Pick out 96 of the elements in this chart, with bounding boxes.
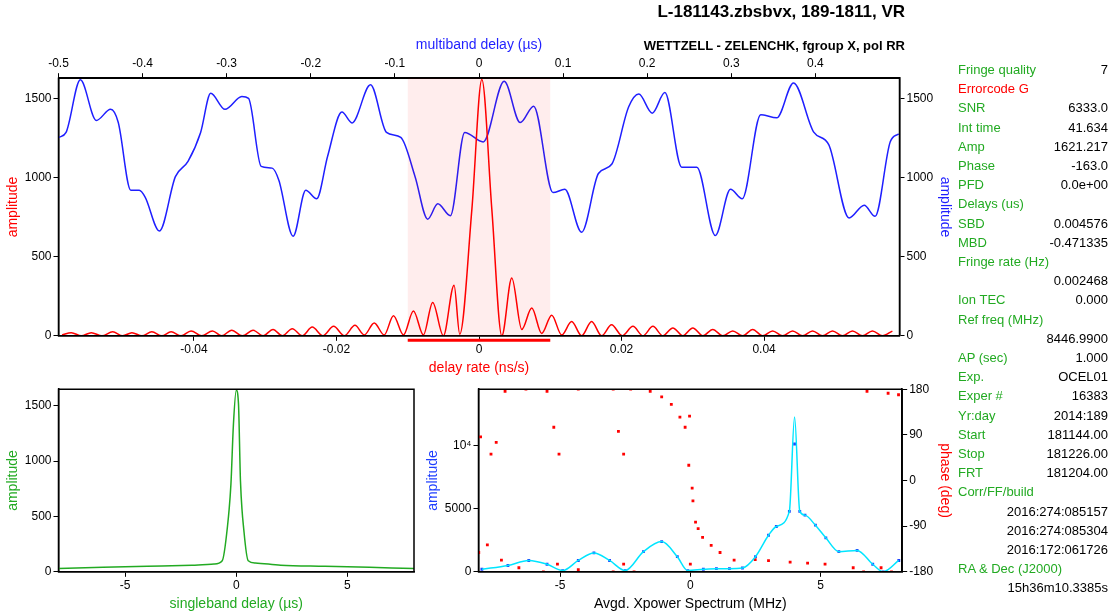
y-tick-label: 1000 [24, 453, 52, 468]
x-tick-label: -0.04 [180, 342, 208, 357]
category-label: Stop [958, 446, 985, 461]
x-tick-label: -5 [554, 578, 566, 593]
x2-tick-label: -0.2 [300, 56, 322, 71]
text: 181204.00 [1046, 465, 1108, 481]
text: 0.004576 [1053, 215, 1108, 231]
x2-tick-label: -0.1 [384, 56, 406, 71]
category-label: Amp [958, 138, 985, 154]
text: 2016:274:085157 [1006, 503, 1108, 519]
y2-tick-label: 180 [909, 381, 930, 396]
category-label: Delays (us) [958, 196, 1024, 212]
x-tick-label: 0.04 [752, 342, 777, 357]
x-axis-title: delay rate (ns/s) [428, 359, 530, 376]
y2-tick-label: -90 [909, 518, 927, 533]
text: 0.000 [1075, 292, 1108, 308]
text: 41.634 [1068, 119, 1108, 135]
x2-tick-label: 0.4 [807, 56, 825, 71]
y2-tick-label: 1000 [906, 170, 934, 185]
y-tick-label: 0 [44, 564, 52, 579]
y2-tick-label: 1500 [906, 91, 934, 106]
chart-title: L-181143.zbsbvx, 189-1811, VR [657, 2, 905, 22]
y-axis-title: amplitude [4, 449, 21, 511]
text: 2014:189 [1053, 407, 1108, 423]
y-tick-label: 0 [44, 328, 52, 343]
y2-tick-label: 0 [909, 472, 917, 487]
category-label: Phase [958, 158, 995, 173]
y-tick-label: 1500 [24, 398, 52, 413]
x-tick-label: 5 [344, 578, 351, 593]
category-label: SBD [958, 215, 985, 231]
x2-tick-label: 0.3 [722, 56, 740, 71]
text: -0.471335 [1049, 234, 1108, 250]
category-label: SNR [958, 100, 986, 116]
y-tick-label: 10⁴ [452, 438, 472, 453]
x2-tick-label: 0.2 [638, 56, 656, 71]
y-tick-label: 1500 [24, 91, 52, 106]
category-label: Start [958, 426, 986, 442]
x-tick-label: 5 [817, 578, 825, 593]
category-label: Ion TEC [958, 292, 1006, 308]
text: 181144.00 [1047, 426, 1108, 442]
category-label: Fringe rate (Hz) [958, 254, 1050, 269]
category-label: FRT [958, 465, 984, 481]
y2-axis-title: amplitude [937, 176, 954, 238]
text: 0.0e+00 [1060, 177, 1108, 193]
x-tick-label: 0.02 [609, 342, 634, 357]
x-axis-title: Avgd. Xpower Spectrum (MHz) [593, 595, 787, 612]
x-tick-label: -0.02 [322, 342, 351, 357]
text: 1.000 [1075, 350, 1108, 365]
category-label: AP (sec) [958, 350, 1008, 365]
y2-axis-title: phase (deg) [937, 443, 954, 518]
x2-axis-title: multiband delay (µs) [415, 36, 543, 53]
y-axis-title: amplitude [424, 449, 441, 511]
category-label: Yr:day [958, 407, 996, 423]
text: 16383 [1071, 388, 1108, 404]
y-tick-label: 0 [464, 564, 472, 579]
x-tick-label: -5 [119, 578, 131, 593]
x-tick-label: 0 [232, 578, 240, 593]
category-label: Corr/FF/build [958, 484, 1034, 500]
text: 2016:172:061726 [1006, 542, 1108, 557]
text: 1621.217 [1053, 138, 1108, 154]
y2-tick-label: 0 [906, 328, 914, 343]
text: -163.0 [1071, 158, 1108, 173]
category-label: Exp. [958, 369, 985, 385]
x-tick-label: 0 [687, 578, 694, 593]
text: 6333.0 [1068, 100, 1108, 116]
text: OCEL01 [1058, 369, 1108, 385]
category-label: Fringe quality [958, 62, 1037, 77]
category-label: Exper # [958, 388, 1003, 404]
x2-tick-label: -0.4 [132, 56, 154, 71]
text: 15h36m10.3385s [1007, 580, 1108, 596]
text: 2016:274:085304 [1006, 522, 1108, 538]
y2-tick-label: -180 [909, 564, 934, 579]
x2-tick-label: -0.3 [216, 56, 238, 71]
category-label: MBD [958, 234, 987, 250]
category-label: Int time [958, 119, 1001, 135]
text: 0.002468 [1053, 273, 1108, 289]
y-tick-label: 500 [31, 508, 52, 523]
text: 8446.9900 [1046, 330, 1108, 346]
x-tick-label: 0 [475, 342, 483, 357]
category-label: Errorcode G [958, 81, 1029, 97]
x2-tick-label: -0.5 [48, 56, 70, 71]
category-label: RA & Dec (J2000) [958, 561, 1063, 577]
y2-tick-label: 500 [906, 249, 927, 264]
x2-tick-label: 0 [475, 56, 483, 71]
y-tick-label: 1000 [24, 170, 52, 185]
y-axis-title: amplitude [4, 176, 21, 238]
text: 7 [1100, 62, 1108, 77]
x2-tick-label: 0.1 [554, 56, 572, 71]
chart-subtitle: WETTZELL - ZELENCHK, fgroup X, pol RR [643, 38, 905, 53]
category-label: Ref freq (MHz) [958, 311, 1044, 327]
category-label: PFD [958, 177, 984, 193]
y-tick-label: 500 [31, 249, 52, 264]
y-tick-label: 5000 [444, 501, 472, 516]
y2-tick-label: 90 [909, 427, 923, 442]
x-axis-title: singleband delay (µs) [169, 595, 303, 612]
text: 181226.00 [1046, 446, 1108, 461]
